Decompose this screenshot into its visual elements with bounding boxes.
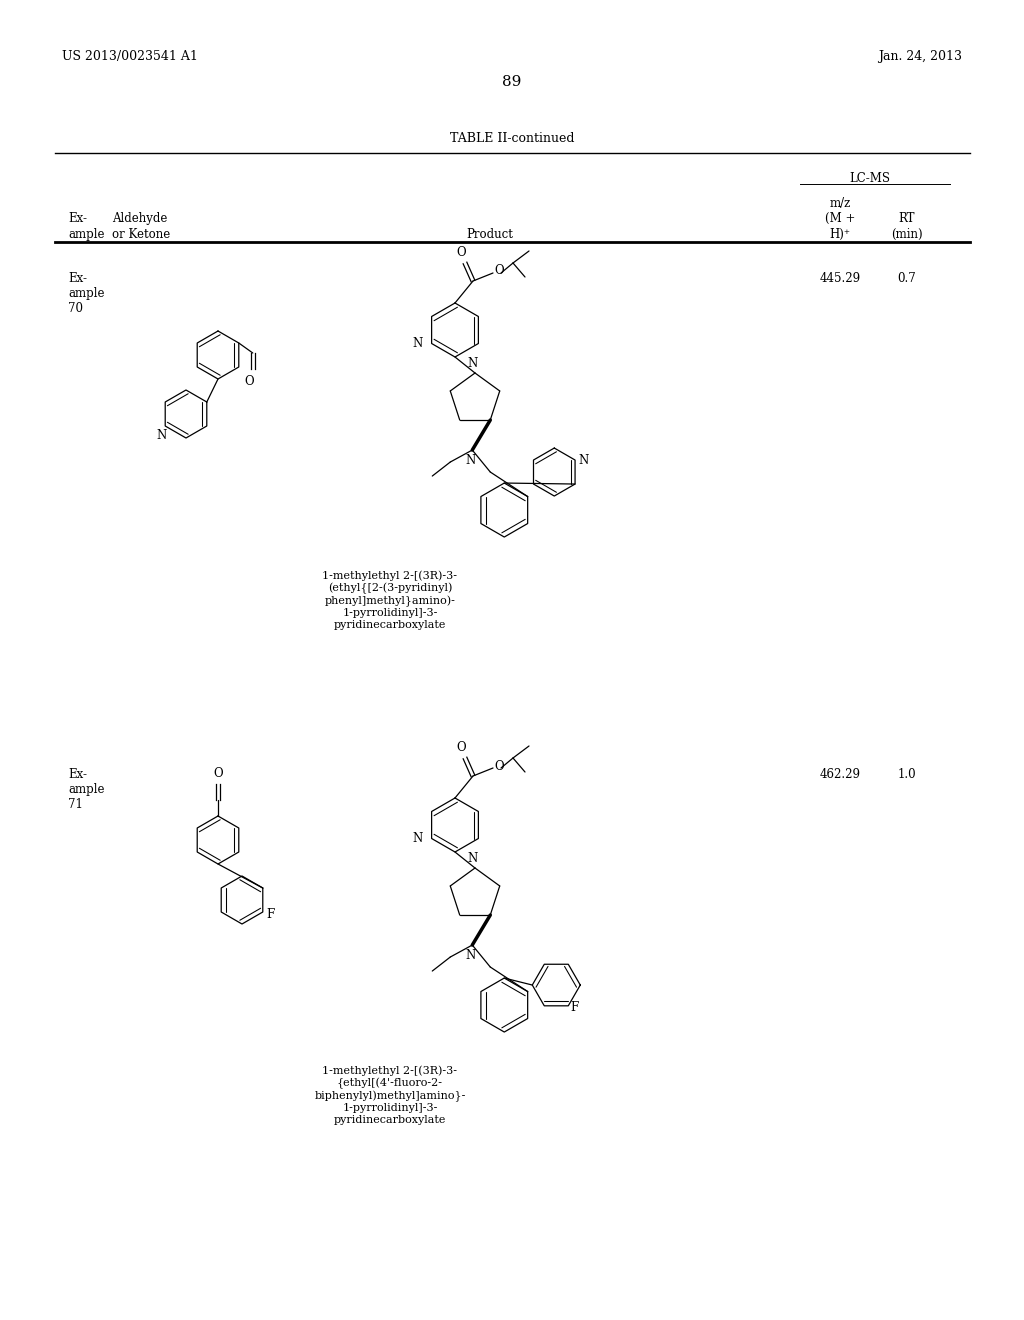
Text: ample: ample: [68, 783, 104, 796]
Text: O: O: [244, 375, 254, 388]
Text: 0.7: 0.7: [898, 272, 916, 285]
Text: Jan. 24, 2013: Jan. 24, 2013: [878, 50, 962, 63]
Text: O: O: [494, 759, 504, 772]
Text: F: F: [267, 908, 275, 920]
Text: 1-methylethyl 2-[(3R)-3-
(ethyl{[2-(3-pyridinyl)
phenyl]methyl}amino)-
1-pyrroli: 1-methylethyl 2-[(3R)-3- (ethyl{[2-(3-py…: [323, 570, 458, 630]
Text: US 2013/0023541 A1: US 2013/0023541 A1: [62, 50, 198, 63]
Text: 1-methylethyl 2-[(3R)-3-
{ethyl[(4'-fluoro-2-
biphenylyl)methyl]amino}-
1-pyrrol: 1-methylethyl 2-[(3R)-3- {ethyl[(4'-fluo…: [314, 1065, 466, 1125]
Text: 445.29: 445.29: [819, 272, 860, 285]
Text: Ex-: Ex-: [68, 213, 87, 224]
Text: O: O: [213, 767, 223, 780]
Text: Aldehyde: Aldehyde: [112, 213, 167, 224]
Text: Ex-: Ex-: [68, 768, 87, 781]
Text: 71: 71: [68, 799, 83, 810]
Text: N: N: [413, 337, 423, 350]
Text: N: N: [579, 454, 589, 466]
Text: Product: Product: [467, 228, 513, 242]
Text: N: N: [468, 851, 478, 865]
Text: N: N: [468, 356, 478, 370]
Text: or Ketone: or Ketone: [112, 228, 170, 242]
Text: F: F: [570, 1002, 579, 1014]
Text: N: N: [413, 832, 423, 845]
Text: 70: 70: [68, 302, 83, 315]
Text: TABLE II-continued: TABLE II-continued: [450, 132, 574, 145]
Text: O: O: [494, 264, 504, 277]
Text: 89: 89: [503, 75, 521, 88]
Text: 462.29: 462.29: [819, 768, 860, 781]
Text: ample: ample: [68, 228, 104, 242]
Text: Ex-: Ex-: [68, 272, 87, 285]
Text: LC-MS: LC-MS: [850, 172, 891, 185]
Text: O: O: [456, 246, 466, 259]
Text: H)⁺: H)⁺: [829, 228, 851, 242]
Text: 1.0: 1.0: [898, 768, 916, 781]
Text: N: N: [465, 454, 475, 467]
Text: m/z: m/z: [829, 197, 851, 210]
Text: (M +: (M +: [824, 213, 855, 224]
Text: RT: RT: [899, 213, 915, 224]
Text: ample: ample: [68, 286, 104, 300]
Text: N: N: [156, 429, 166, 442]
Text: N: N: [465, 949, 475, 962]
Text: (min): (min): [891, 228, 923, 242]
Text: O: O: [456, 741, 466, 754]
